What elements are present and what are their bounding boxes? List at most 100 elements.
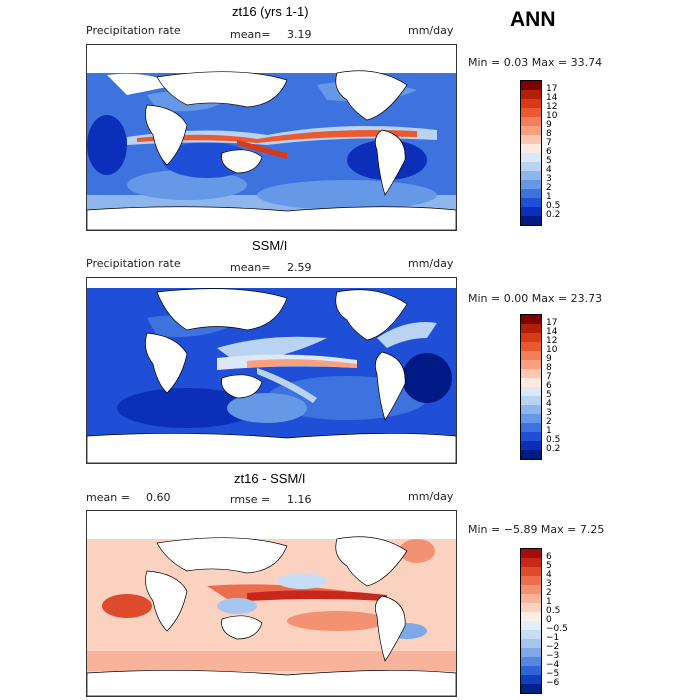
colorbar-tick-label: 17 xyxy=(546,84,558,94)
colorbar-swatch xyxy=(521,612,541,621)
panel-2-mean-label: mean= xyxy=(230,261,271,274)
colorbar-swatch xyxy=(521,450,541,459)
colorbar-swatch xyxy=(521,621,541,630)
colorbar-swatch xyxy=(521,387,541,396)
colorbar-swatch xyxy=(521,369,541,378)
colorbar-tick-label: 3 xyxy=(546,408,552,418)
panel-2-minmax: Min = 0.00 Max = 23.73 xyxy=(468,292,603,305)
colorbar-tick-label: 6 xyxy=(546,147,552,157)
colorbar-swatch xyxy=(521,576,541,585)
colorbar-swatch xyxy=(521,81,541,90)
colorbar-tick-label: 3 xyxy=(546,579,552,589)
colorbar-tick-label: 7 xyxy=(546,372,552,382)
colorbar-swatch xyxy=(521,90,541,99)
panel-2-units: mm/day xyxy=(408,257,454,270)
panel-2-title: SSM/I xyxy=(252,238,288,253)
colorbar-swatch xyxy=(521,126,541,135)
panel-3-mean-label: mean = xyxy=(86,491,130,504)
colorbar-swatch xyxy=(521,342,541,351)
colorbar-swatch xyxy=(521,585,541,594)
colorbar-tick-label: −6 xyxy=(546,678,560,688)
colorbar-tick-label: −3 xyxy=(546,651,560,661)
colorbar-tick-label: −0.5 xyxy=(546,624,568,634)
colorbar-swatch xyxy=(521,639,541,648)
colorbar-swatch xyxy=(521,441,541,450)
colorbar-tick-label: 10 xyxy=(546,111,558,121)
colorbar-swatch xyxy=(521,432,541,441)
colorbar-swatch xyxy=(521,99,541,108)
colorbar-swatch xyxy=(521,423,541,432)
panel-1-title: zt16 (yrs 1-1) xyxy=(232,4,309,19)
colorbar-tick-label: 6 xyxy=(546,552,552,562)
panel-2-map xyxy=(86,277,457,464)
colorbar-swatch xyxy=(521,594,541,603)
panel-2-mean-value: 2.59 xyxy=(287,261,312,274)
colorbar-swatch xyxy=(521,630,541,639)
colorbar-swatch xyxy=(521,207,541,216)
colorbar-tick-label: 5 xyxy=(546,561,552,571)
colorbar-tick-label: 4 xyxy=(546,165,552,175)
panel-1-map xyxy=(86,44,457,231)
colorbar-swatch xyxy=(521,180,541,189)
panel-1-mean-label: mean= xyxy=(230,28,271,41)
colorbar-swatch xyxy=(521,684,541,693)
colorbar-swatch xyxy=(521,675,541,684)
colorbar-tick-label: 0.2 xyxy=(546,444,561,454)
panel-2-colorbar xyxy=(520,314,542,460)
colorbar-swatch xyxy=(521,144,541,153)
colorbar-swatch xyxy=(521,135,541,144)
colorbar-swatch xyxy=(521,162,541,171)
colorbar-tick-label: 14 xyxy=(546,327,558,337)
panel-1-units: mm/day xyxy=(408,24,454,37)
colorbar-tick-label: −4 xyxy=(546,660,560,670)
colorbar-tick-label: 0.2 xyxy=(546,210,561,220)
colorbar-tick-label: −1 xyxy=(546,633,560,643)
colorbar-swatch xyxy=(521,117,541,126)
panel-3-mean-value: 0.60 xyxy=(146,491,171,504)
colorbar-swatch xyxy=(521,351,541,360)
colorbar-swatch xyxy=(521,153,541,162)
colorbar-tick-label: 0.5 xyxy=(546,606,561,616)
colorbar-tick-label: 5 xyxy=(546,390,552,400)
colorbar-swatch xyxy=(521,648,541,657)
colorbar-swatch xyxy=(521,324,541,333)
colorbar-tick-label: 14 xyxy=(546,93,558,103)
panel-3-rmse-value: 1.16 xyxy=(287,493,312,506)
colorbar-tick-label: 2 xyxy=(546,417,552,427)
panel-1-minmax: Min = 0.03 Max = 33.74 xyxy=(468,56,603,69)
colorbar-swatch xyxy=(521,405,541,414)
panel-1-mean-value: 3.19 xyxy=(287,28,312,41)
colorbar-swatch xyxy=(521,360,541,369)
colorbar-tick-label: 4 xyxy=(546,399,552,409)
colorbar-tick-label: 10 xyxy=(546,345,558,355)
colorbar-tick-label: 3 xyxy=(546,174,552,184)
panel-3-colorbar xyxy=(520,548,542,694)
colorbar-tick-label: 9 xyxy=(546,354,552,364)
panel-3-rmse-label: rmse = xyxy=(230,493,271,506)
panel-1-variable: Precipitation rate xyxy=(86,24,181,37)
colorbar-tick-label: 9 xyxy=(546,120,552,130)
colorbar-tick-label: 0.5 xyxy=(546,435,561,445)
panel-2-variable: Precipitation rate xyxy=(86,257,181,270)
colorbar-tick-label: 8 xyxy=(546,363,552,373)
panel-3-title: zt16 - SSM/I xyxy=(234,471,306,486)
colorbar-swatch xyxy=(521,414,541,423)
colorbar-swatch xyxy=(521,333,541,342)
colorbar-tick-label: 6 xyxy=(546,381,552,391)
colorbar-swatch xyxy=(521,666,541,675)
colorbar-swatch xyxy=(521,603,541,612)
colorbar-tick-label: 1 xyxy=(546,192,552,202)
colorbar-swatch xyxy=(521,108,541,117)
colorbar-swatch xyxy=(521,315,541,324)
colorbar-tick-label: 1 xyxy=(546,426,552,436)
colorbar-swatch xyxy=(521,558,541,567)
colorbar-tick-label: 12 xyxy=(546,336,558,346)
panel-1-colorbar xyxy=(520,80,542,226)
colorbar-tick-label: 12 xyxy=(546,102,558,112)
colorbar-swatch xyxy=(521,396,541,405)
panel-3-minmax: Min = −5.89 Max = 7.25 xyxy=(468,523,605,536)
colorbar-tick-label: −5 xyxy=(546,669,560,679)
colorbar-tick-label: 17 xyxy=(546,318,558,328)
colorbar-tick-label: 7 xyxy=(546,138,552,148)
colorbar-tick-label: 2 xyxy=(546,588,552,598)
